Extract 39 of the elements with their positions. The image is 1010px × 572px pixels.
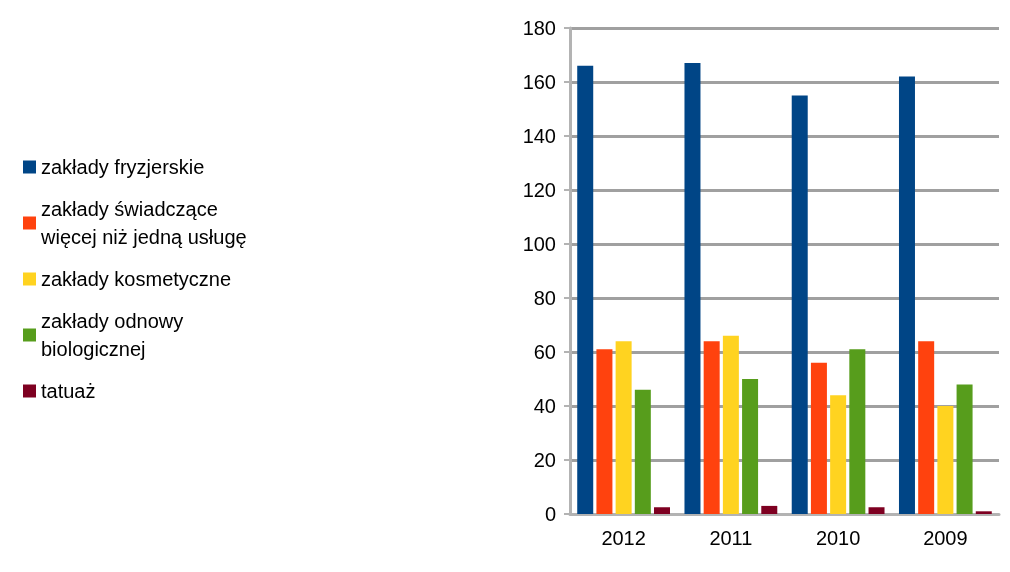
- legend-label: tatuaż: [41, 380, 96, 402]
- legend-label: zakłady świadczące więcej niż jedną usługę: [40, 198, 247, 248]
- bar: [722, 335, 739, 514]
- y-tick-label: 20: [533, 449, 556, 471]
- bar: [615, 341, 632, 514]
- y-tick-label: 0: [544, 503, 556, 525]
- bar: [849, 349, 866, 514]
- bar: [937, 406, 954, 514]
- x-tick-label: 2009: [923, 527, 968, 549]
- bar: [761, 505, 778, 514]
- bar: [956, 384, 973, 514]
- x-tick-label: 2011: [709, 527, 753, 549]
- bar: [742, 379, 759, 514]
- bar: [703, 341, 720, 514]
- bar: [810, 362, 827, 514]
- bar: [898, 76, 915, 514]
- bar: [830, 395, 847, 514]
- y-tick-label: 120: [522, 179, 556, 201]
- legend-label: zakłady odnowy biologicznej: [41, 310, 189, 360]
- bar: [654, 507, 671, 514]
- bar: [577, 65, 594, 514]
- bar: [684, 63, 701, 514]
- y-tick-label: 160: [522, 71, 556, 93]
- bar: [918, 341, 935, 514]
- bar: [634, 389, 651, 514]
- y-tick-label: 80: [533, 287, 556, 309]
- y-tick-label: 60: [533, 341, 556, 363]
- y-tick-label: 140: [522, 125, 556, 147]
- legend-label: zakłady kosmetyczne: [41, 268, 232, 290]
- bar: [975, 511, 992, 514]
- bar: [868, 507, 885, 514]
- legend-label: zakłady fryzjerskie: [41, 156, 205, 178]
- x-tick-label: 2012: [601, 527, 646, 549]
- y-tick-label: 180: [522, 17, 556, 39]
- bar: [596, 349, 613, 514]
- x-tick-label: 2010: [815, 527, 861, 549]
- bar: [791, 95, 808, 514]
- y-tick-label: 40: [533, 395, 556, 417]
- y-tick-label: 100: [522, 233, 556, 255]
